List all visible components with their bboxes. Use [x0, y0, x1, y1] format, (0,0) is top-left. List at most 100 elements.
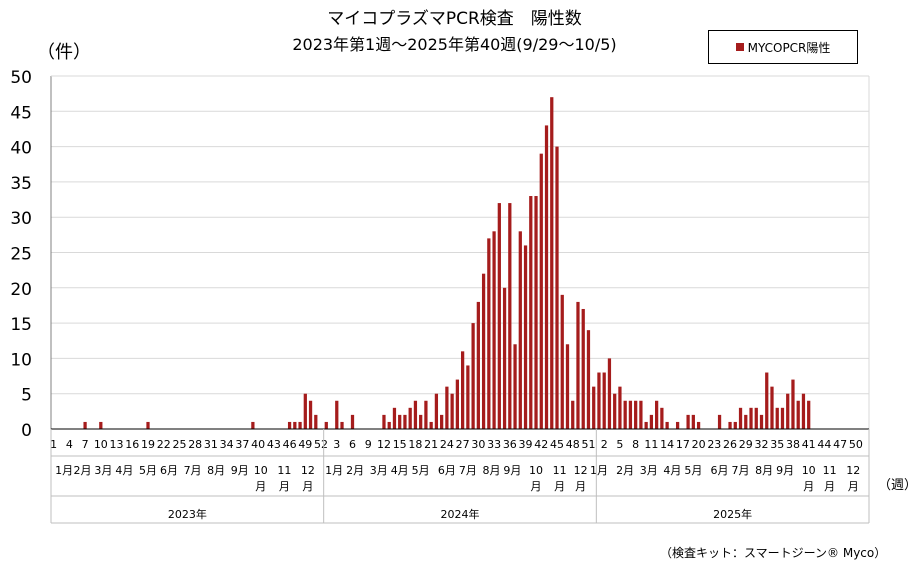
- month-label: 11 月: [823, 464, 837, 493]
- week-tick-label: 22: [157, 438, 171, 451]
- month-label: 7月: [732, 464, 750, 477]
- bar: [434, 393, 439, 429]
- legend-swatch: [735, 43, 744, 51]
- year-label: 2025年: [713, 507, 752, 521]
- week-tick-label: 33: [487, 438, 501, 451]
- week-tick-label: 41: [802, 438, 816, 451]
- bar: [592, 386, 596, 429]
- bar: [314, 414, 318, 429]
- week-tick-label: 48: [566, 438, 580, 451]
- bar: [513, 344, 517, 429]
- week-tick-label: 49: [298, 438, 312, 451]
- week-tick-label: 17: [676, 438, 690, 451]
- month-label: 2月: [616, 464, 634, 477]
- week-tick-label: 6: [349, 438, 356, 451]
- month-label: 4月: [391, 464, 409, 477]
- bar: [786, 393, 790, 429]
- month-label: 5月: [412, 464, 430, 477]
- month-label: 3月: [94, 464, 112, 477]
- bar: [565, 344, 570, 429]
- bar: [146, 421, 150, 429]
- week-tick-label: 35: [770, 438, 784, 451]
- month-label: 9月: [231, 464, 249, 477]
- month-label: 1月: [55, 464, 73, 477]
- month-label: 12 月: [846, 464, 860, 493]
- bar: [492, 231, 496, 429]
- week-tick-label: 14: [660, 438, 674, 451]
- bar: [560, 294, 564, 429]
- month-label: 9月: [776, 464, 794, 477]
- bar: [350, 414, 355, 429]
- week-tick-label: 26: [723, 438, 737, 451]
- bar: [382, 414, 386, 429]
- bar: [497, 203, 501, 429]
- month-label: 4月: [115, 464, 133, 477]
- week-tick-label: 15: [393, 438, 407, 451]
- month-label: 2月: [73, 464, 91, 477]
- bar: [308, 400, 313, 429]
- month-label: 6月: [438, 464, 456, 477]
- bar: [544, 125, 549, 430]
- month-label: 3月: [370, 464, 388, 477]
- bar: [576, 301, 580, 429]
- week-tick-label: 5: [616, 438, 623, 451]
- week-tick-label: 11: [644, 438, 658, 451]
- week-tick-label: 50: [849, 438, 863, 451]
- bar: [655, 400, 659, 429]
- week-tick-label: 7: [82, 438, 89, 451]
- month-label: 10 月: [529, 464, 543, 493]
- legend-label: MYCOPCR陽性: [747, 40, 831, 55]
- bar: [502, 287, 507, 429]
- bar: [303, 393, 307, 429]
- week-tick-label: 43: [267, 438, 281, 451]
- week-tick-label: 42: [534, 438, 548, 451]
- week-tick-label: 40: [251, 438, 265, 451]
- week-tick-label: 47: [833, 438, 847, 451]
- week-tick-label: 31: [204, 438, 218, 451]
- bar: [476, 301, 480, 429]
- bar: [450, 393, 454, 429]
- month-label: 8月: [482, 464, 500, 477]
- bar: [628, 400, 633, 429]
- bar: [466, 365, 470, 429]
- bar: [481, 273, 486, 429]
- week-tick-label: 3: [333, 438, 340, 451]
- bar: [607, 358, 612, 429]
- bar: [618, 386, 622, 429]
- week-tick-label: 34: [220, 438, 234, 451]
- month-label: 1月: [325, 464, 343, 477]
- week-tick-label: 36: [503, 438, 517, 451]
- bar: [83, 421, 87, 429]
- month-label: 7月: [459, 464, 477, 477]
- bar: [613, 393, 617, 429]
- bar: [419, 414, 423, 429]
- month-label: 5月: [684, 464, 702, 477]
- bar: [791, 379, 795, 429]
- bar: [508, 203, 512, 429]
- bar: [251, 421, 255, 429]
- week-tick-label: 16: [125, 438, 139, 451]
- week-tick-label: 44: [817, 438, 831, 451]
- y-tick-label: 35: [10, 174, 32, 194]
- month-label: 6月: [160, 464, 178, 477]
- bar: [597, 372, 601, 429]
- y-tick-label: 45: [10, 103, 32, 123]
- bar: [665, 421, 669, 429]
- bar: [487, 238, 491, 429]
- bar: [644, 421, 648, 429]
- week-tick-label: 25: [172, 438, 186, 451]
- year-label: 2023年: [168, 507, 207, 521]
- bar: [298, 421, 302, 429]
- bar: [539, 153, 543, 429]
- y-tick-label: 0: [21, 421, 32, 441]
- bar: [471, 323, 475, 429]
- bar: [99, 421, 103, 429]
- week-tick-label: 12: [377, 438, 391, 451]
- y-tick-label: 50: [10, 68, 32, 88]
- month-label: 10 月: [254, 464, 268, 493]
- bar: [340, 421, 344, 429]
- bar: [675, 421, 680, 429]
- bar: [398, 414, 402, 429]
- y-tick-label: 10: [10, 350, 32, 370]
